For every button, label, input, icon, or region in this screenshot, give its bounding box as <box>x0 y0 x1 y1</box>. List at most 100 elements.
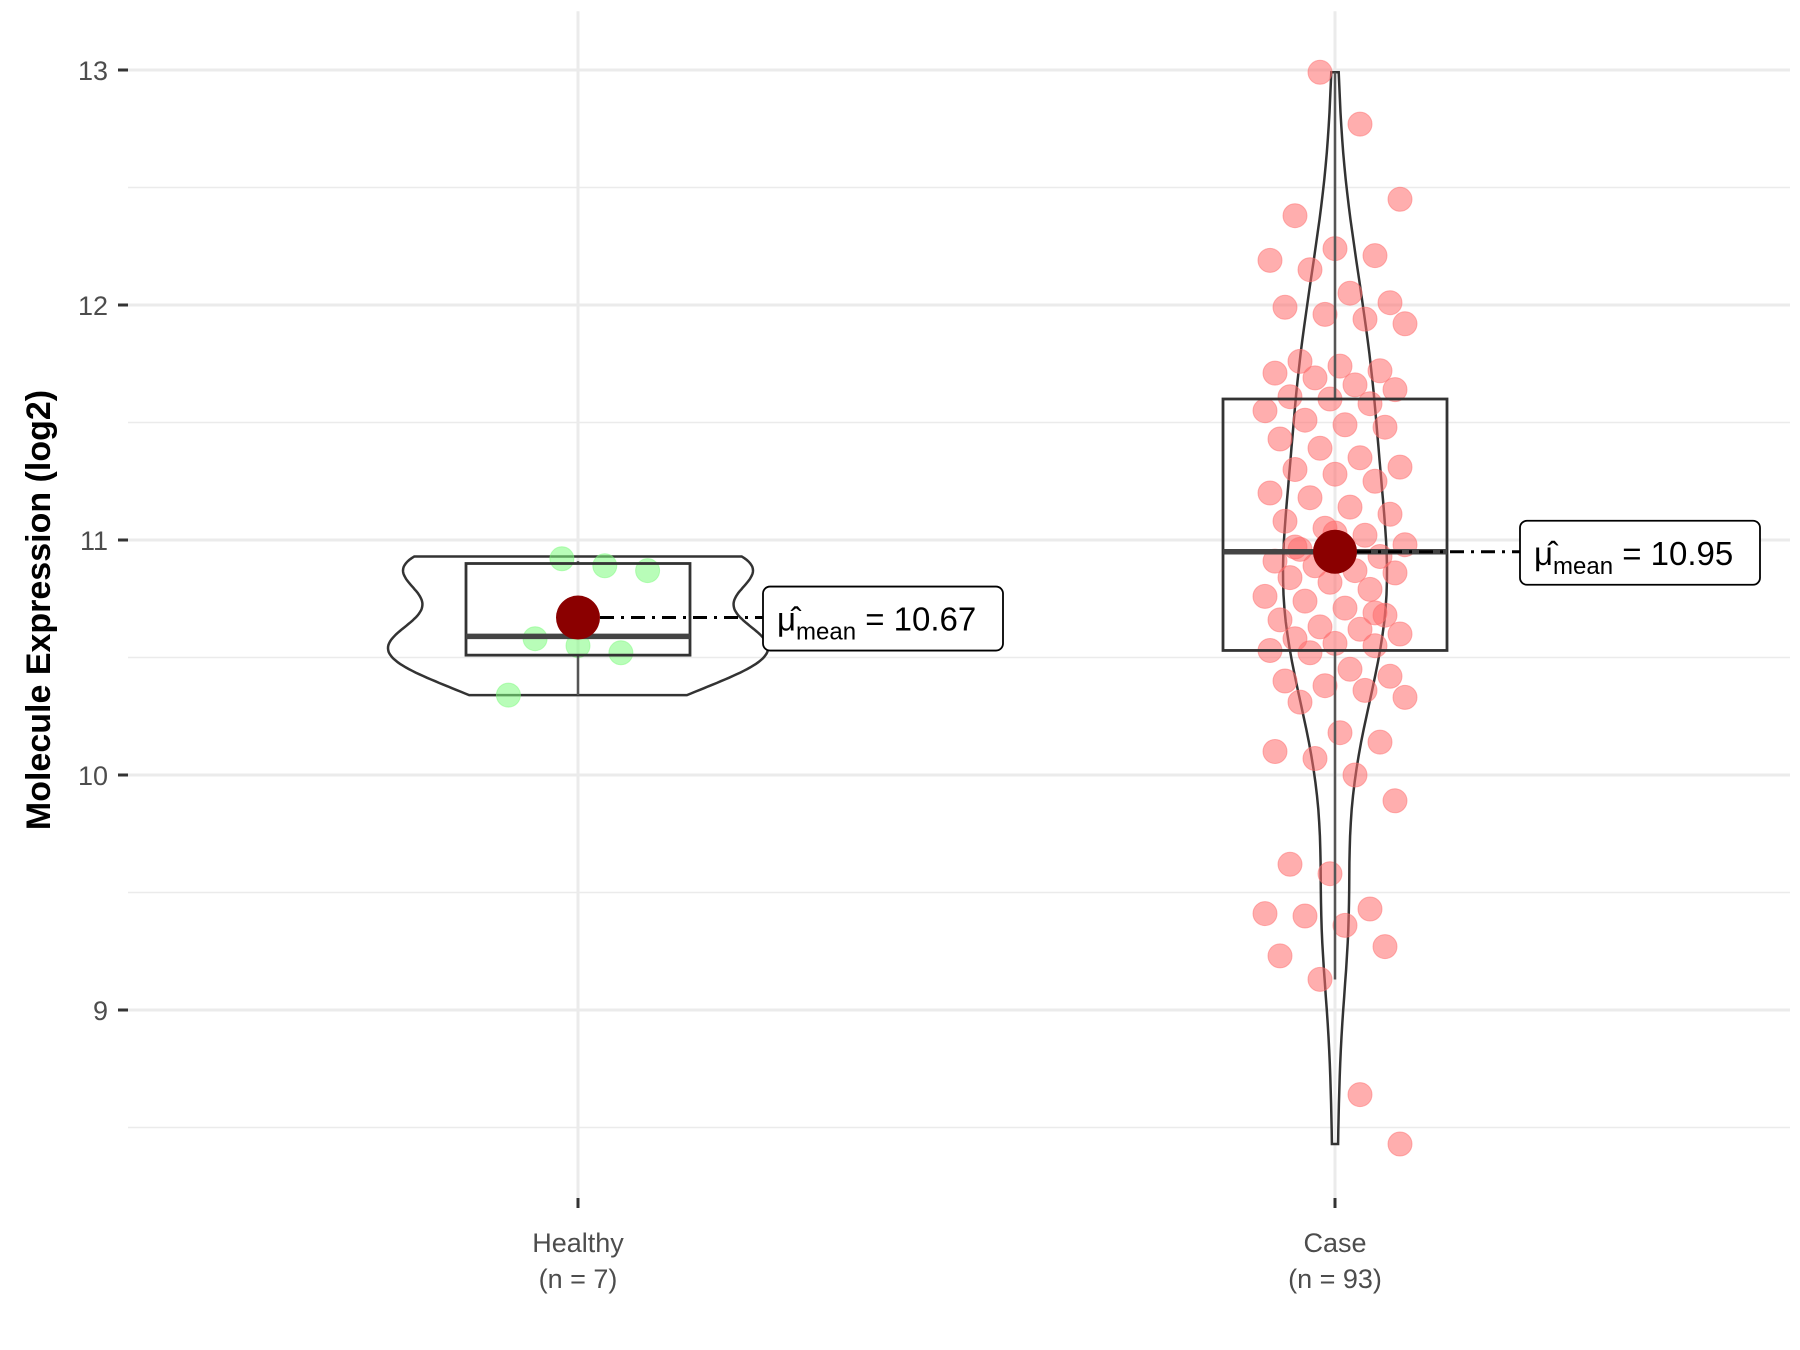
x-tick-label: Healthy <box>532 1228 624 1258</box>
data-point <box>1352 677 1378 703</box>
mean-label-box <box>762 585 1004 652</box>
data-point <box>592 553 618 579</box>
data-point <box>1357 576 1383 602</box>
data-point <box>1302 746 1328 771</box>
data-point <box>1257 480 1283 506</box>
data-point <box>1327 720 1353 746</box>
data-point <box>1277 384 1303 410</box>
data-point <box>1352 522 1378 548</box>
data-point <box>1332 412 1358 438</box>
mean-label: μ̂mean = 10.95 <box>1534 535 1733 580</box>
data-point <box>1257 247 1283 273</box>
x-tick-count-label: (n = 93) <box>1288 1264 1382 1294</box>
mean-label-box <box>1519 519 1761 586</box>
mean-label: μ̂mean = 10.67 <box>777 601 976 646</box>
data-point <box>1262 739 1288 764</box>
axes: 9 10 11 12 13 Healthy (n = 7) Case (n = 93) <box>78 56 1382 1294</box>
y-tick-label: 10 <box>78 761 108 791</box>
data-point <box>1252 901 1278 927</box>
data-point <box>1312 673 1338 699</box>
x-tick-label: Case <box>1303 1228 1366 1258</box>
data-point <box>1297 485 1323 511</box>
data-point <box>1312 301 1338 327</box>
data-point <box>1292 407 1318 433</box>
data-point <box>1322 461 1348 487</box>
y-tick-label: 9 <box>93 996 108 1026</box>
data-point <box>1267 943 1293 969</box>
data-point <box>1382 377 1408 403</box>
data-point <box>549 546 575 572</box>
data-point <box>1262 360 1288 386</box>
mean-point <box>556 595 600 640</box>
data-point <box>1392 684 1418 710</box>
data-point <box>1272 668 1298 694</box>
data-point <box>1277 851 1303 877</box>
data-point <box>1387 454 1413 480</box>
box <box>464 562 692 657</box>
data-point <box>1387 186 1413 212</box>
mean-point <box>1313 529 1357 574</box>
data-point <box>1307 435 1333 461</box>
data-point <box>1287 689 1313 715</box>
data-point <box>1317 861 1343 887</box>
data-point <box>1282 534 1308 560</box>
data-point <box>1392 311 1418 337</box>
data-point <box>1372 934 1398 960</box>
data-point <box>1347 445 1373 471</box>
data-point <box>1362 243 1388 269</box>
data-point <box>1362 633 1388 659</box>
data-point <box>1347 616 1373 642</box>
data-point <box>1252 583 1278 609</box>
data-point <box>1337 280 1363 306</box>
data-point <box>1382 788 1408 814</box>
y-axis-title: Molecule Expression (log2) <box>20 390 58 830</box>
data-point <box>1292 588 1318 614</box>
data-point <box>1297 640 1323 666</box>
data-point <box>1252 398 1278 424</box>
data-point <box>1292 903 1318 929</box>
data-point <box>1347 111 1373 137</box>
box <box>1221 397 1449 652</box>
data-point <box>1362 468 1388 494</box>
data-point <box>1332 912 1358 938</box>
data-point <box>1317 569 1343 595</box>
data-point <box>1332 595 1358 621</box>
data-point <box>1307 614 1333 640</box>
data-point <box>1272 294 1298 320</box>
data-point <box>1307 59 1333 85</box>
mean-markers: μ̂mean = 10.67 μ̂mean = 10.95 <box>556 519 1761 652</box>
data-point <box>1377 290 1403 316</box>
data-point <box>1297 257 1323 283</box>
data-point <box>1302 365 1328 391</box>
data-point <box>1357 896 1383 922</box>
data-point <box>1357 391 1383 417</box>
data-point <box>1387 1131 1413 1157</box>
data-point <box>1342 372 1368 398</box>
data-point <box>1282 203 1308 229</box>
data-point <box>1307 966 1333 992</box>
data-point <box>1337 656 1363 682</box>
x-tick-count-label: (n = 7) <box>539 1264 618 1294</box>
data-point <box>1347 1082 1373 1108</box>
data-point <box>1367 358 1393 384</box>
data-point <box>1362 600 1388 626</box>
data-point <box>1272 508 1298 534</box>
data-point <box>1337 494 1363 520</box>
y-tick-label: 13 <box>78 56 108 86</box>
data-point <box>1387 621 1413 647</box>
data-point <box>1287 348 1313 374</box>
violin-outline <box>1281 71 1389 1146</box>
data-point <box>1267 426 1293 452</box>
data-point <box>1377 501 1403 527</box>
data-point <box>608 640 634 666</box>
y-tick-label: 11 <box>80 526 108 556</box>
data-point <box>1277 565 1303 591</box>
data-points <box>495 59 1418 1157</box>
data-point <box>1342 762 1368 788</box>
data-point <box>1267 607 1293 633</box>
data-point <box>1377 663 1403 689</box>
data-point <box>1372 414 1398 440</box>
data-point <box>495 682 521 708</box>
y-tick-label: 12 <box>78 291 108 321</box>
